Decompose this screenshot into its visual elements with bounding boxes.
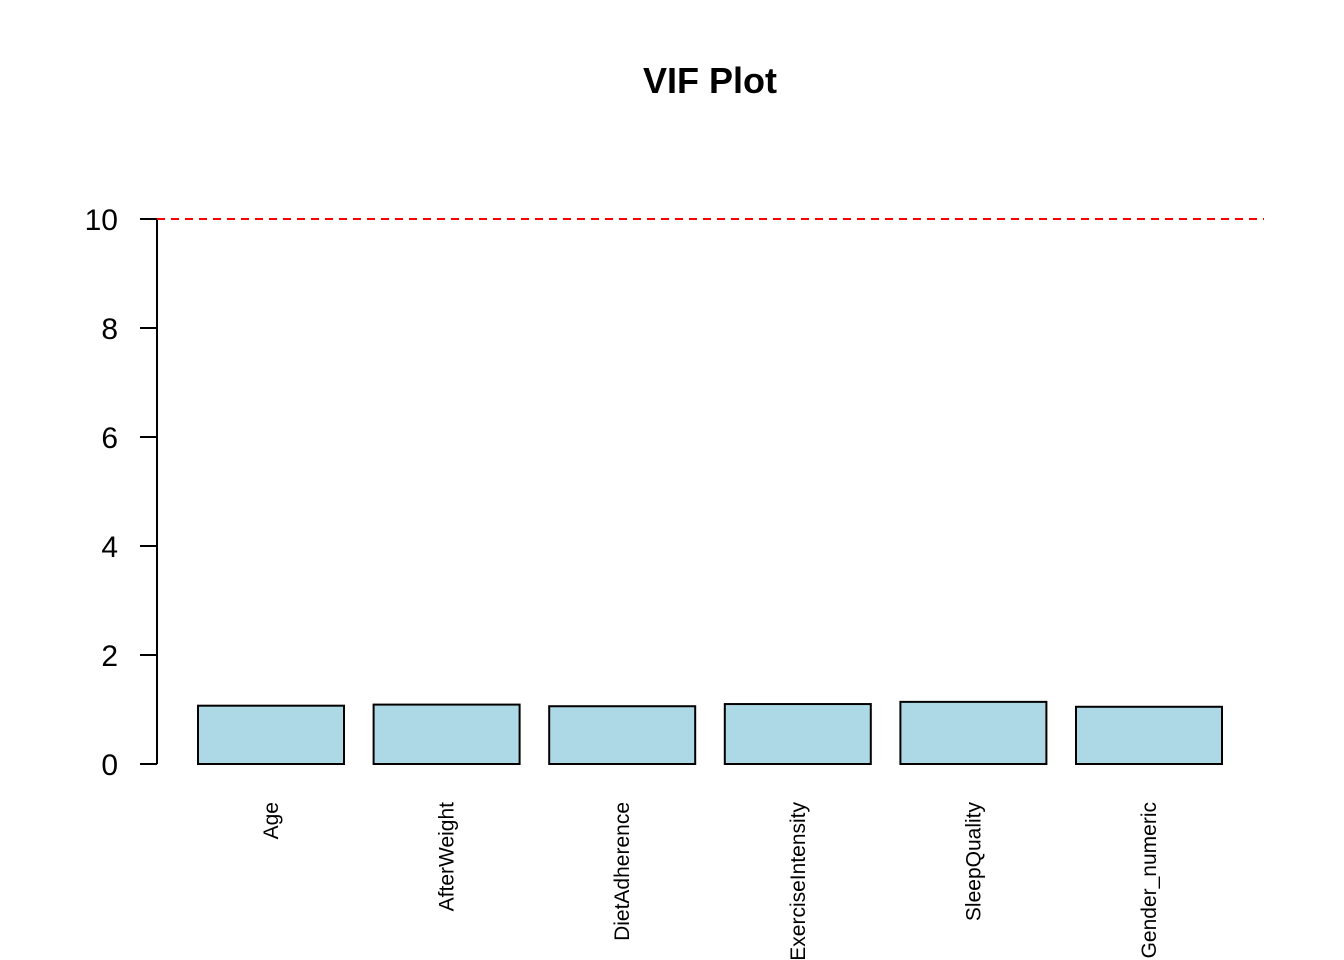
y-tick-label: 8 — [101, 313, 118, 346]
bar-dietadherence — [548, 705, 697, 765]
category-label: ExerciseIntensity — [787, 802, 810, 960]
y-tick-label: 0 — [101, 749, 118, 782]
bar-afterweight — [372, 703, 521, 765]
bar-age — [197, 704, 345, 765]
plot-area: Age AfterWeight DietAdherence ExerciseInten… — [85, 204, 1264, 960]
category-label: AfterWeight — [436, 802, 459, 911]
category-label: Gender_numeric — [1138, 802, 1161, 958]
y-tick-label: 2 — [101, 640, 118, 673]
chart-title: VIF Plot — [643, 60, 777, 101]
bar-sleepquality — [899, 700, 1048, 765]
category-label: Age — [260, 802, 283, 839]
category-label: DietAdherence — [611, 802, 634, 941]
y-tick-label: 6 — [101, 422, 118, 455]
y-tick-label: 4 — [101, 531, 118, 564]
y-tick-label: 10 — [85, 204, 118, 237]
bar-gender_numeric — [1075, 705, 1223, 766]
bar-exerciseintensity — [723, 703, 872, 765]
category-label: SleepQuality — [962, 802, 985, 922]
